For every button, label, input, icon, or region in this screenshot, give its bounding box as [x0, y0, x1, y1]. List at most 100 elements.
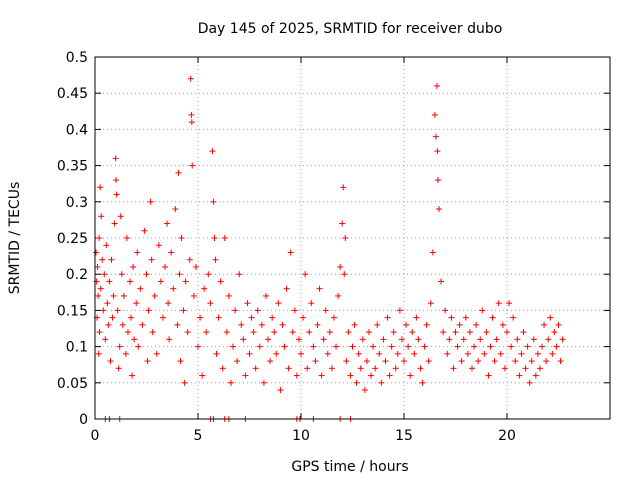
- data-point: [177, 358, 183, 364]
- data-point: [510, 315, 516, 321]
- data-point: [490, 315, 496, 321]
- data-point: [525, 344, 531, 350]
- data-point: [463, 315, 469, 321]
- data-point: [113, 155, 119, 161]
- data-point: [114, 192, 120, 198]
- data-point: [145, 358, 151, 364]
- data-point: [127, 278, 133, 284]
- data-point: [234, 358, 240, 364]
- data-point: [152, 293, 158, 299]
- y-tick-label: 0.35: [57, 159, 88, 175]
- data-point: [481, 351, 487, 357]
- data-point: [407, 373, 413, 379]
- data-point: [205, 271, 211, 277]
- data-point: [533, 373, 539, 379]
- data-point: [467, 329, 473, 335]
- data-point: [409, 329, 415, 335]
- data-point: [401, 358, 407, 364]
- data-point: [527, 380, 533, 386]
- data-point: [175, 170, 181, 176]
- data-point: [465, 351, 471, 357]
- data-point: [473, 322, 479, 328]
- data-point: [453, 329, 459, 335]
- data-point: [362, 387, 368, 393]
- data-point: [97, 329, 103, 335]
- x-tick-label: 10: [292, 428, 310, 444]
- data-point: [105, 322, 111, 328]
- data-point: [125, 329, 131, 335]
- data-point: [496, 300, 502, 306]
- data-point: [422, 344, 428, 350]
- y-axis-label: SRMTID / TECUs: [7, 182, 23, 295]
- data-point: [149, 257, 155, 263]
- data-point: [405, 344, 411, 350]
- grid: [95, 57, 610, 419]
- data-point: [448, 315, 454, 321]
- data-point: [417, 365, 423, 371]
- data-point: [146, 307, 152, 313]
- data-point: [99, 257, 105, 263]
- data-point: [216, 315, 222, 321]
- data-point: [110, 315, 116, 321]
- y-tick-label: 0.4: [66, 122, 88, 138]
- data-point: [475, 358, 481, 364]
- data-point: [485, 373, 491, 379]
- data-point: [435, 177, 441, 183]
- data-point: [273, 351, 279, 357]
- data-point: [106, 278, 112, 284]
- data-point: [277, 387, 283, 393]
- data-point: [560, 336, 566, 342]
- data-point: [286, 365, 292, 371]
- data-point: [469, 365, 475, 371]
- data-point: [455, 344, 461, 350]
- data-point: [96, 351, 102, 357]
- data-point: [290, 329, 296, 335]
- data-point: [228, 380, 234, 386]
- data-point: [523, 365, 529, 371]
- data-point: [461, 336, 467, 342]
- data-point: [197, 315, 203, 321]
- y-tick-label: 0.15: [57, 303, 88, 319]
- data-point: [327, 329, 333, 335]
- data-point: [430, 249, 436, 255]
- data-point: [298, 351, 304, 357]
- data-point: [545, 336, 551, 342]
- data-point: [345, 329, 351, 335]
- data-point: [130, 264, 136, 270]
- data-point: [98, 286, 104, 292]
- data-point: [224, 329, 230, 335]
- data-point: [520, 329, 526, 335]
- data-point: [434, 83, 440, 89]
- data-point: [450, 365, 456, 371]
- data-point: [188, 76, 194, 82]
- data-point: [201, 286, 207, 292]
- data-point: [150, 329, 156, 335]
- data-point: [236, 271, 242, 277]
- data-point: [162, 264, 168, 270]
- data-point: [370, 344, 376, 350]
- data-point: [306, 329, 312, 335]
- data-point: [342, 235, 348, 241]
- data-point: [413, 315, 419, 321]
- data-point: [251, 329, 257, 335]
- data-point: [512, 358, 518, 364]
- chart: Day 145 of 2025, SRMTID for receiver dub…: [0, 0, 640, 480]
- data-point: [232, 307, 238, 313]
- data-point: [111, 293, 117, 299]
- data-point: [116, 365, 122, 371]
- data-point: [358, 365, 364, 371]
- data-point: [214, 351, 220, 357]
- data-point: [112, 221, 118, 227]
- data-point: [428, 300, 434, 306]
- data-point: [498, 351, 504, 357]
- data-point: [376, 351, 382, 357]
- data-point: [500, 322, 506, 328]
- data-point: [420, 380, 426, 386]
- data-point: [160, 315, 166, 321]
- data-point: [267, 358, 273, 364]
- data-point: [319, 373, 325, 379]
- data-point: [442, 307, 448, 313]
- data-point: [372, 365, 378, 371]
- data-point: [288, 249, 294, 255]
- data-point: [166, 336, 172, 342]
